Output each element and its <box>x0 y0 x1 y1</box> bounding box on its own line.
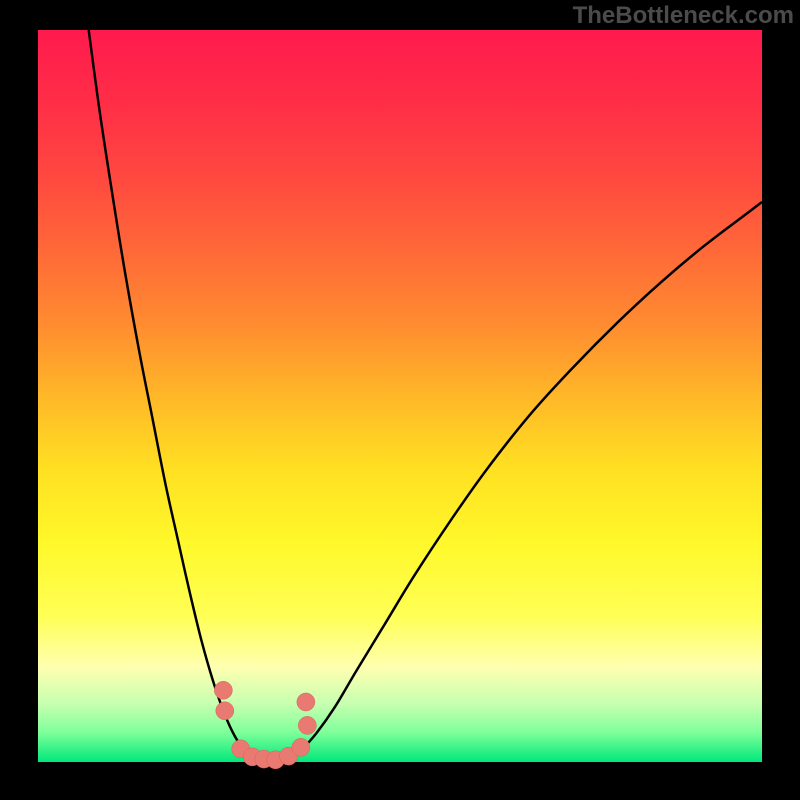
bottleneck-curve-chart <box>0 0 800 800</box>
data-marker <box>292 738 310 756</box>
data-marker <box>297 693 315 711</box>
data-marker <box>298 716 316 734</box>
watermark-text: TheBottleneck.com <box>573 2 794 30</box>
plot-background <box>38 30 762 762</box>
data-marker <box>214 681 232 699</box>
chart-container: TheBottleneck.com <box>0 0 800 800</box>
data-marker <box>216 702 234 720</box>
